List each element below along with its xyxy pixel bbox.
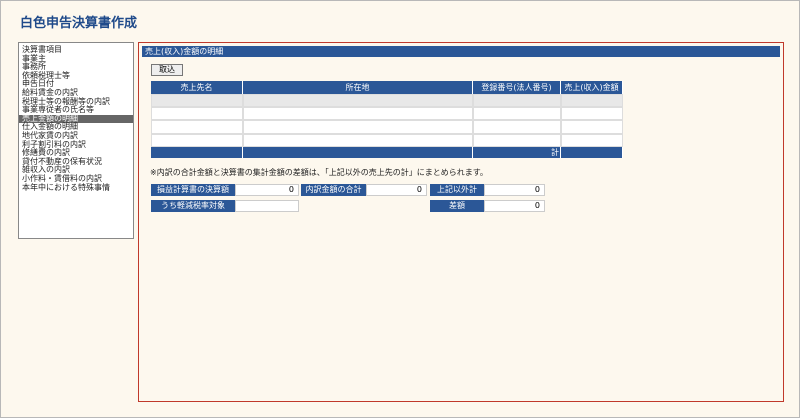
sidebar-item[interactable]: 小作料・賃借料の内訳 [22, 173, 102, 183]
table-cell[interactable] [473, 120, 561, 134]
sidebar-item[interactable]: 雑収入の内訳 [22, 165, 70, 175]
summary-label: 損益計算書の決算額 [151, 184, 235, 196]
sidebar-item[interactable]: 事業主 [22, 53, 46, 63]
summary-value[interactable] [235, 200, 299, 212]
table-cell[interactable] [473, 133, 561, 147]
table-cell[interactable] [561, 120, 623, 134]
summary: 損益計算書の決算額 0 内訳金額の合計 0 上記以外計 0 うち軽減税率対象 差額 0 [139, 43, 785, 403]
summary-value[interactable]: 0 [484, 200, 545, 212]
column-header: 売上(収入)金額 [561, 81, 623, 94]
table-cell[interactable] [561, 107, 623, 121]
table-cell[interactable] [561, 133, 623, 147]
sidebar-item[interactable]: 仕入金額の明細 [22, 122, 78, 132]
summary-value[interactable]: 0 [235, 184, 299, 196]
app-title: 白色申告決算書作成 [20, 16, 138, 31]
table-cell[interactable] [151, 133, 243, 147]
total-row [151, 147, 243, 158]
sidebar-item[interactable]: 事業専従者の氏名等 [22, 105, 94, 115]
total-row [243, 147, 473, 158]
note: ※内訳の合計金額と決算書の集計金額の差額は、「上記以外の売上先の計」にまとめられ… [150, 168, 488, 177]
sidebar-item[interactable]: 売上金額の明細 [19, 114, 133, 124]
table-cell[interactable] [473, 94, 561, 108]
sidebar-item[interactable]: 貸付不動産の保有状況 [22, 156, 102, 166]
column-header: 所在地 [243, 81, 473, 94]
total-row [473, 147, 561, 158]
summary-label: 差額 [430, 200, 484, 212]
table-cell[interactable] [561, 94, 623, 108]
sidebar-item[interactable]: 決算書項目 [22, 45, 62, 54]
sidebar-item[interactable]: 事務所 [22, 62, 46, 72]
summary-label: 上記以外計 [430, 184, 484, 196]
import-button[interactable]: 取込 [151, 64, 183, 76]
summary-label: うち軽減税率対象 [151, 200, 235, 212]
panel-title: 売上(収入)金額の明細 [142, 46, 780, 57]
sidebar-item[interactable]: 給料賃金の内訳 [22, 87, 78, 97]
table-cell[interactable] [473, 107, 561, 121]
table-cell[interactable] [151, 107, 243, 121]
sidebar-item[interactable]: 地代家賃の内訳 [22, 130, 78, 140]
sidebar-item[interactable]: 修繕費の内訳 [22, 148, 70, 158]
column-header: 登録番号(法人番号) [473, 81, 561, 94]
table-cell[interactable] [243, 107, 473, 121]
summary-value[interactable]: 0 [484, 184, 545, 196]
sidebar-item[interactable]: 本年中における特殊事情 [22, 182, 110, 192]
detail-panel: 売上(収入)金額の明細 取込 売上先名 所在地 登録番号(法人番号) 売上(収入)金額… [138, 42, 784, 402]
sidebar-item[interactable]: 依頼税理士等 [22, 70, 70, 80]
sales-table: 売上先名 所在地 登録番号(法人番号) 売上(収入)金額計 [151, 81, 623, 158]
table-cell[interactable] [243, 94, 473, 108]
column-header: 売上先名 [151, 81, 243, 94]
sidebar-item[interactable]: 税理士等の報酬等の内訳 [22, 96, 110, 106]
table-cell[interactable] [151, 94, 243, 108]
summary-label: 内訳金額の合計 [301, 184, 366, 196]
total-row [561, 147, 623, 158]
table-cell[interactable] [151, 120, 243, 134]
table-cell[interactable] [243, 120, 473, 134]
sidebar-item[interactable]: 利子割引料の内訳 [22, 139, 86, 149]
summary-value[interactable]: 0 [366, 184, 427, 196]
sidebar-item[interactable]: 申告日付 [22, 79, 54, 89]
table-cell[interactable] [243, 133, 473, 147]
total-label: 計 [551, 148, 559, 157]
sidebar-list: 決算書項目 事業主 事務所 依頼税理士等 申告日付 給料賃金の内訳 税理士等の報酬等の内訳事… [18, 42, 134, 239]
